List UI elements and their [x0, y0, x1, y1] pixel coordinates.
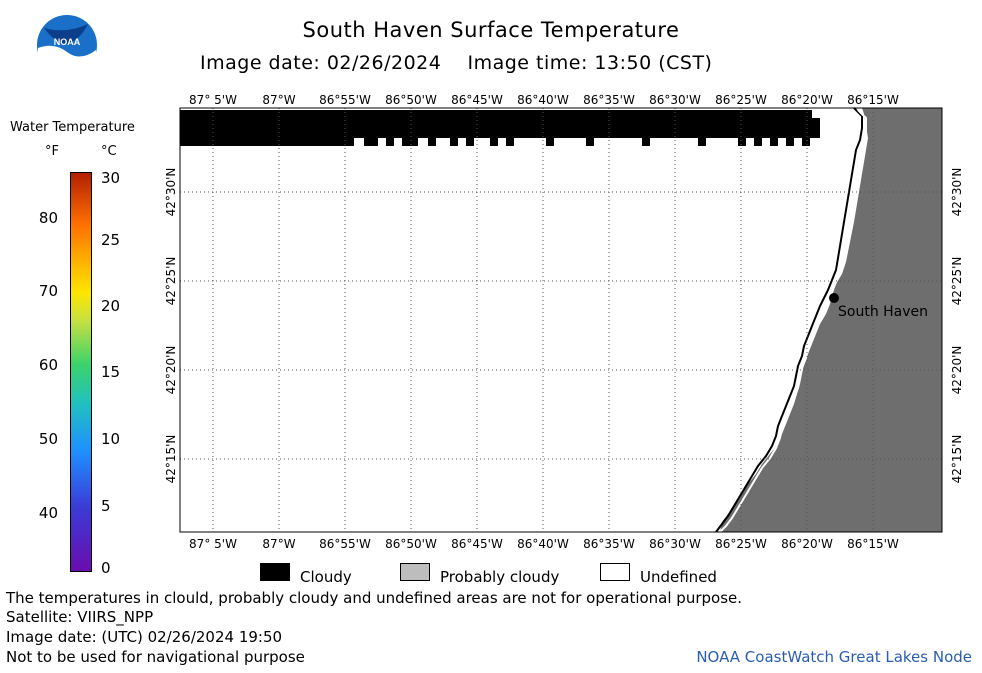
lat-label-right: 42°20'N [950, 346, 964, 395]
lon-label-bottom: 86°55'W [319, 537, 371, 551]
lat-label-left: 42°15'N [164, 435, 178, 484]
lon-label-top: 86°15'W [847, 93, 899, 107]
graticule [180, 108, 942, 532]
cloudy-swatch [260, 563, 290, 581]
lon-label-bottom: 86°25'W [715, 537, 767, 551]
city-label: South Haven [838, 304, 928, 320]
lat-label-left: 42°25'N [164, 257, 178, 306]
f-tick-50: 50 [38, 430, 58, 448]
lon-label-bottom: 86°50'W [385, 537, 437, 551]
c-tick-10: 10 [101, 430, 121, 448]
c-tick-20: 20 [101, 297, 121, 315]
city-marker [829, 293, 839, 303]
undefined-label: Undefined [640, 568, 717, 586]
f-tick-80: 80 [38, 209, 58, 227]
map-border [179, 107, 943, 533]
credit-link[interactable]: NOAA CoastWatch Great Lakes Node [696, 648, 972, 666]
lon-label-top: 86°50'W [385, 93, 437, 107]
f-tick-40: 40 [38, 504, 58, 522]
lon-label-top: 86°45'W [451, 93, 503, 107]
lon-label-top: 86°35'W [583, 93, 635, 107]
lon-label-bottom: 86°30'W [649, 537, 701, 551]
lon-label-bottom: 86°45'W [451, 537, 503, 551]
legend-title: Water Temperature [10, 120, 135, 135]
c-tick-25: 25 [101, 231, 121, 249]
probably-cloudy-label: Probably cloudy [440, 568, 560, 586]
f-tick-60: 60 [38, 356, 58, 374]
satellite-info: Satellite: VIIRS_NPP [6, 608, 154, 626]
lon-label-top: 87°W [262, 93, 295, 107]
lat-label-right: 42°15'N [950, 435, 964, 484]
unit-fahrenheit: °F [45, 144, 59, 159]
unit-celsius: °C [101, 144, 117, 159]
cloud-band [180, 110, 820, 146]
lon-label-top: 87° 5'W [189, 93, 237, 107]
lon-label-bottom: 86°35'W [583, 537, 635, 551]
lat-label-right: 42°30'N [950, 168, 964, 217]
shoreline [715, 107, 863, 533]
lon-label-bottom: 86°20'W [781, 537, 833, 551]
lon-label-bottom: 86°15'W [847, 537, 899, 551]
lon-label-top: 86°25'W [715, 93, 767, 107]
utc-date: Image date: (UTC) 02/26/2024 19:50 [6, 628, 283, 646]
c-tick-0: 0 [101, 559, 111, 577]
lon-label-top: 86°55'W [319, 93, 371, 107]
footer-note: The temperatures in clould, probably clo… [6, 589, 743, 607]
lat-label-right: 42°25'N [950, 257, 964, 306]
image-datetime: Image date: 02/26/2024 Image time: 13:50… [200, 52, 713, 74]
c-tick-5: 5 [101, 497, 111, 515]
f-tick-70: 70 [38, 282, 58, 300]
lon-label-top: 86°40'W [517, 93, 569, 107]
lon-label-top: 86°30'W [649, 93, 701, 107]
probably-cloudy-swatch [400, 563, 430, 581]
land-area [720, 108, 942, 532]
lon-label-bottom: 87° 5'W [189, 537, 237, 551]
page-title: South Haven Surface Temperature [302, 18, 680, 42]
nav-warning: Not to be used for navigational purpose [6, 648, 305, 666]
c-tick-30: 30 [101, 169, 121, 187]
temperature-colorbar [70, 172, 92, 572]
c-tick-15: 15 [101, 363, 121, 381]
lon-label-bottom: 87°W [262, 537, 295, 551]
lon-label-bottom: 86°40'W [517, 537, 569, 551]
cloudy-label: Cloudy [300, 568, 352, 586]
lat-label-left: 42°20'N [164, 346, 178, 395]
lon-label-top: 86°20'W [781, 93, 833, 107]
undefined-swatch [600, 563, 630, 581]
noaa-logo-icon: NOAA [36, 14, 98, 77]
shoreline-highlight [719, 109, 867, 533]
lat-label-left: 42°30'N [164, 168, 178, 217]
noaa-logo-text: NOAA [54, 37, 81, 47]
